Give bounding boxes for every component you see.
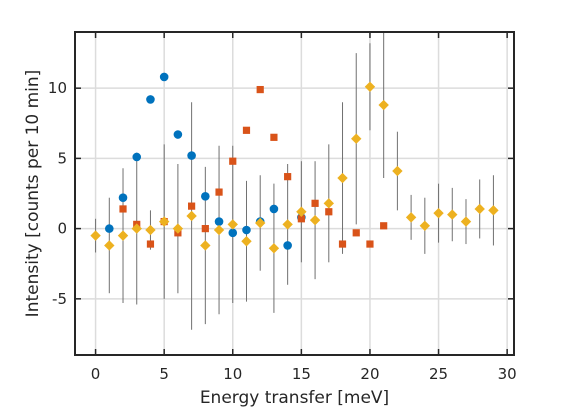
data-point-diamond — [419, 220, 431, 231]
x-tick-label: 30 — [498, 365, 517, 383]
axes-box — [74, 31, 515, 356]
x-tick-label: 10 — [223, 365, 242, 383]
y-tick-label: -5 — [52, 290, 67, 308]
data-point-square — [242, 126, 251, 134]
data-point-diamond — [309, 214, 321, 226]
data-point-diamond — [433, 207, 444, 219]
data-point-diamond — [213, 224, 225, 236]
data-point-circle — [228, 228, 238, 238]
data-point-square — [325, 208, 333, 216]
data-point-circle — [146, 95, 155, 104]
data-point-diamond — [104, 240, 115, 251]
data-point-square — [188, 202, 196, 210]
data-point-circle — [132, 152, 142, 162]
data-point-circle — [187, 151, 196, 160]
x-tick-label: 15 — [292, 365, 311, 383]
data-point-circle — [242, 225, 251, 235]
data-point-diamond — [405, 212, 417, 223]
data-point-circle — [201, 192, 210, 201]
data-point-diamond — [145, 224, 156, 236]
x-tick-label: 0 — [91, 365, 101, 383]
data-point-diamond — [337, 172, 348, 184]
data-point-diamond — [90, 230, 101, 241]
data-point-diamond — [255, 217, 266, 229]
data-point-square — [352, 229, 360, 237]
data-point-diamond — [268, 243, 280, 254]
data-point-diamond — [117, 230, 129, 241]
data-point-circle — [159, 72, 169, 82]
data-point-diamond — [323, 198, 334, 209]
data-point-diamond — [241, 236, 252, 247]
data-point-circle — [104, 224, 114, 233]
data-point-circle — [283, 241, 292, 250]
data-point-square — [284, 173, 292, 181]
data-point-diamond — [474, 203, 485, 215]
data-point-square — [297, 215, 305, 223]
data-point-diamond — [378, 99, 389, 111]
y-tick-label: 5 — [57, 149, 67, 167]
data-point-diamond — [351, 133, 362, 144]
data-point-circle — [118, 193, 128, 203]
data-point-diamond — [282, 219, 293, 230]
data-point-diamond — [447, 209, 458, 220]
data-markers — [90, 72, 499, 254]
y-axis-label: Intensity [counts per 10 min] — [23, 70, 43, 318]
data-point-diamond — [364, 81, 376, 92]
data-point-diamond — [392, 165, 403, 177]
data-point-diamond — [227, 219, 238, 230]
x-tick-label: 25 — [429, 365, 448, 383]
error-bars — [95, 32, 494, 330]
y-tick-label: 0 — [57, 220, 67, 238]
data-point-diamond — [186, 210, 197, 222]
data-point-circle — [269, 204, 279, 214]
data-point-diamond — [172, 223, 184, 234]
data-point-square — [215, 188, 223, 196]
data-point-square — [338, 240, 347, 248]
data-point-diamond — [296, 206, 307, 217]
data-point-square — [119, 205, 127, 213]
ticks — [75, 32, 514, 355]
grid — [75, 32, 514, 355]
data-point-diamond — [158, 216, 170, 227]
data-point-diamond — [200, 240, 211, 251]
data-point-square — [366, 240, 374, 248]
data-point-diamond — [488, 205, 499, 216]
data-point-circle — [173, 130, 183, 139]
data-point-square — [201, 225, 209, 233]
data-point-square — [380, 222, 388, 230]
x-tick-label: 5 — [159, 365, 169, 383]
x-axis-label: Energy transfer [meV] — [200, 388, 389, 408]
data-point-diamond — [131, 223, 142, 234]
data-point-diamond — [460, 216, 472, 227]
data-point-square — [229, 157, 237, 165]
data-point-square — [270, 133, 278, 141]
data-point-square — [311, 199, 319, 207]
x-tick-label: 20 — [360, 365, 379, 383]
tick-labels: 0 5 10 15 20 25 30 -5 0 5 10 — [48, 79, 517, 383]
data-point-circle — [214, 217, 224, 226]
y-tick-label: 10 — [48, 79, 67, 97]
data-point-square — [256, 85, 264, 94]
data-point-square — [146, 240, 155, 248]
